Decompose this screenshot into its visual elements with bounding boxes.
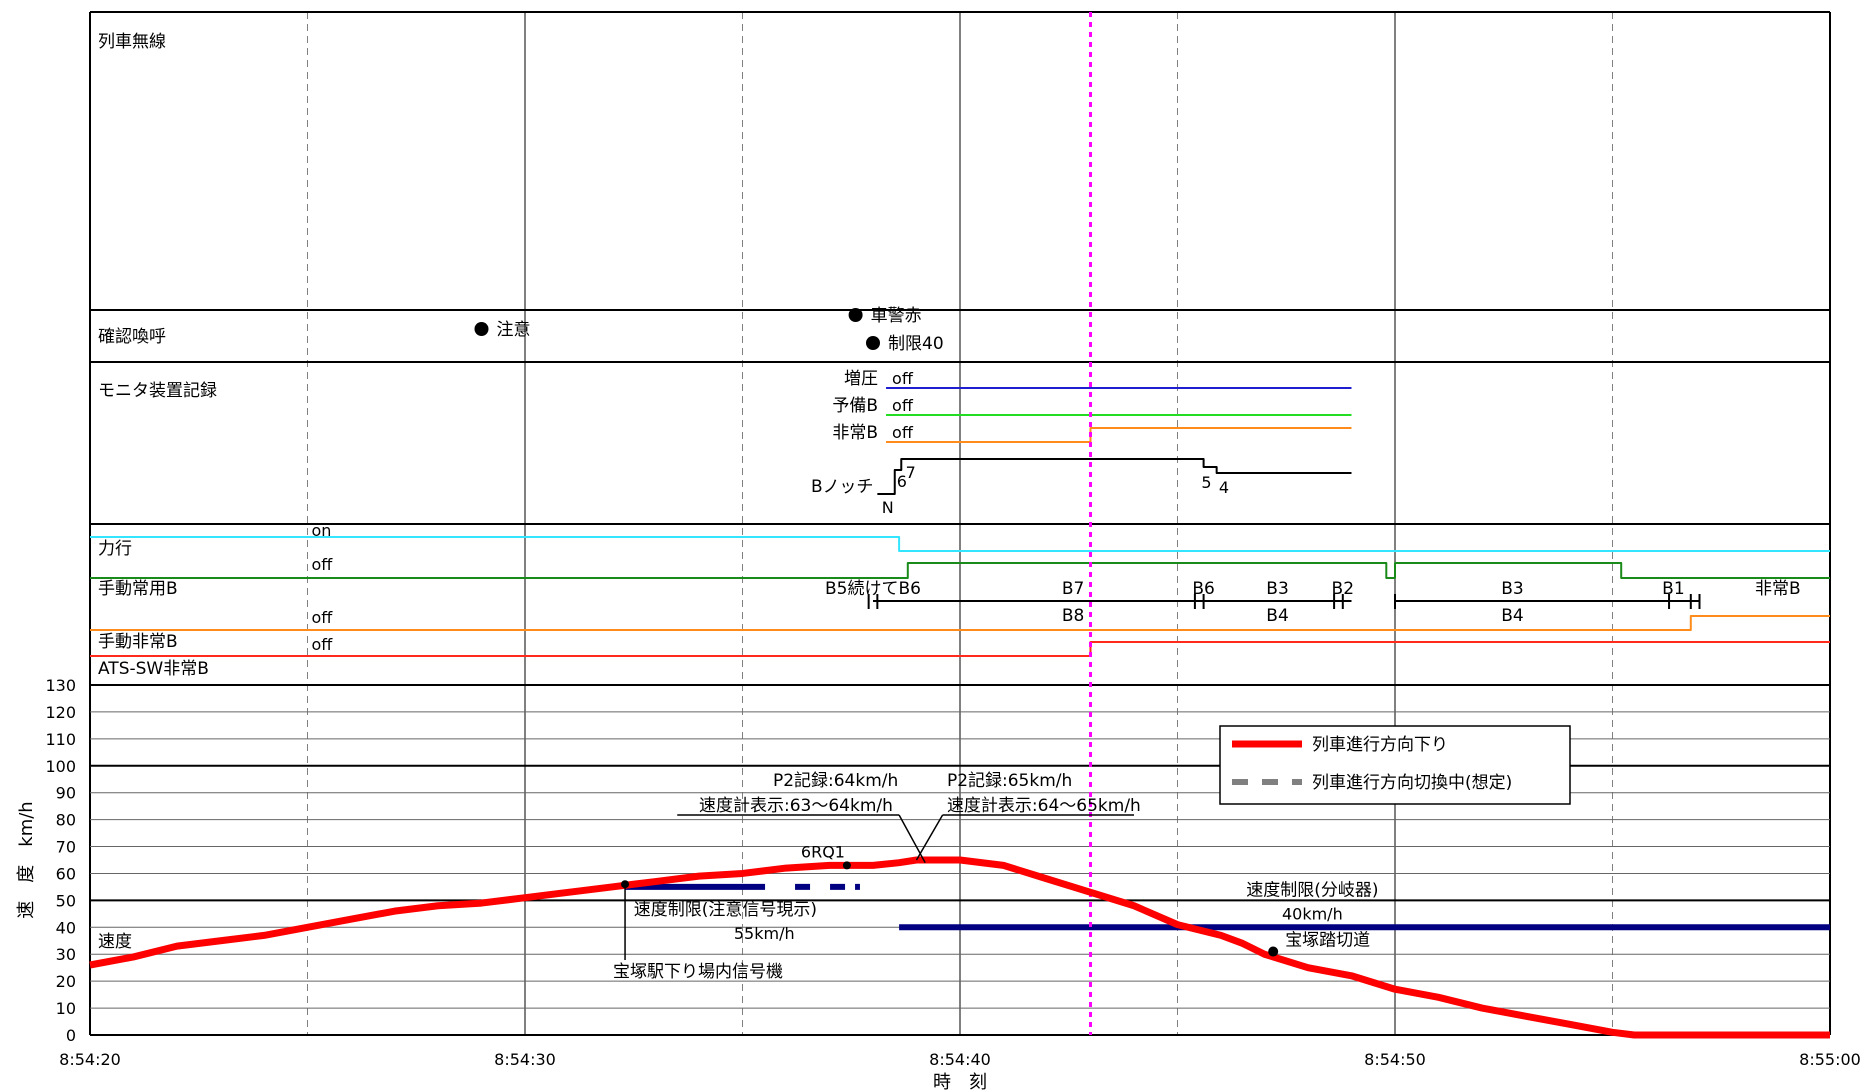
lane-label-ats: ATS-SW非常B [98, 659, 209, 679]
y-tick-label: 50 [56, 891, 76, 910]
annotation-point [842, 861, 851, 870]
callout-dot [848, 308, 863, 322]
x-axis-title: 時 刻 [933, 1072, 987, 1092]
monitor-signal-state: off [892, 396, 914, 415]
lane-state-off: off [312, 635, 334, 654]
legend-label: 列車進行方向下り [1312, 735, 1448, 755]
y-axis-title: 速 度 km/h [16, 801, 37, 918]
speed-plot-layer [89, 12, 1830, 1039]
x-tick-label: 8:54:40 [929, 1050, 991, 1069]
b-notch-value-label: 7 [906, 463, 916, 482]
brake-step-label: 非常B [1755, 579, 1801, 599]
y-tick-label: 130 [45, 676, 76, 695]
b-notch-label: Bノッチ [811, 477, 873, 497]
callout-dot [866, 336, 880, 350]
text-layer: 8:54:20 8:54:30 8:54:40 8:54:50 8:55:00 0 10 20… [16, 32, 1861, 1092]
service-brake-line [90, 562, 1830, 579]
lane-state-off: off [312, 608, 334, 627]
brake-step-label: B4 [1501, 606, 1523, 626]
x-tick-label: 8:54:30 [494, 1050, 556, 1069]
annotation-label: P2記録:65km/h [947, 771, 1072, 791]
callout-label: 注意 [497, 320, 531, 340]
brake-step-label: B1 [1662, 579, 1684, 599]
brake-step-label: B5続けてB6 [825, 579, 921, 599]
b-notch-line [877, 458, 1352, 495]
annotation-label: 速度計表示:63～64km/h [699, 796, 893, 816]
y-tick-label: 120 [45, 703, 76, 722]
brake-step-label: B7 [1062, 579, 1084, 599]
annotation-label: P2記録:64km/h [773, 771, 898, 791]
legend-box [1219, 725, 1571, 805]
b-notch-value-label: 5 [1201, 473, 1211, 492]
speed-series-line [89, 856, 1830, 1039]
y-tick-label: 80 [56, 811, 76, 830]
ats-brake-line [90, 641, 1830, 657]
brake-step-label: B4 [1266, 606, 1288, 626]
y-tick-label: 20 [56, 972, 76, 991]
lane-label-radio: 列車無線 [98, 32, 166, 52]
monitor-signal-name: 予備B [832, 396, 878, 416]
annotation-label: 6RQ1 [801, 842, 845, 861]
y-tick-label: 10 [56, 999, 76, 1018]
callout-label: 制限40 [888, 334, 944, 354]
callout-dot [474, 322, 489, 336]
callout-label: 車警赤 [871, 306, 922, 326]
y-tick-label: 110 [45, 730, 76, 749]
brake-step-label: B3 [1266, 579, 1288, 599]
y-tick-label: 40 [56, 918, 76, 937]
monitor-signal-state: off [892, 423, 914, 442]
annotation-label: 宝塚駅下り場内信号機 [613, 962, 783, 982]
lane-state-off: off [312, 555, 334, 574]
lane-label-power: 力行 [98, 539, 132, 559]
speed-limit-value: 55km/h [734, 924, 795, 943]
annotation-label: 宝塚踏切道 [1285, 931, 1370, 951]
power-line [90, 536, 1830, 552]
b-notch-value-label: 6 [897, 472, 907, 491]
monitor-signal-state: off [892, 369, 914, 388]
monitor-signal-name: 非常B [832, 423, 878, 443]
y-tick-label: 100 [45, 757, 76, 776]
y-tick-label: 90 [56, 784, 76, 803]
lane-state-on: on [312, 521, 332, 540]
annotation-point [1268, 946, 1279, 957]
lane-label-callout: 確認喚呼 [98, 327, 166, 347]
monitor-signal-line [886, 427, 1352, 443]
brake-step-label: B6 [1192, 579, 1214, 599]
y-tick-label: 30 [56, 945, 76, 964]
speed-limit-label: 速度制限(分岐器) [1246, 880, 1378, 900]
b-notch-value-label: 4 [1219, 478, 1229, 497]
annotation-leader [915, 814, 944, 861]
monitor-signal-name: 増圧 [844, 369, 878, 389]
legend-label: 列車進行方向切換中(想定) [1312, 773, 1512, 793]
lane-label-speed: 速度 [98, 932, 132, 952]
emergency-brake-line [90, 615, 1830, 631]
x-tick-label: 8:55:00 [1799, 1050, 1861, 1069]
y-tick-label: 70 [56, 838, 76, 857]
y-tick-label: 60 [56, 864, 76, 883]
brake-step-label: B8 [1062, 606, 1084, 626]
lane-label-service-brake: 手動常用B [98, 579, 178, 599]
lane-label-emergency-brake: 手動非常B [98, 632, 178, 652]
brake-step-label: B2 [1332, 579, 1354, 599]
lane-label-monitor: モニタ装置記録 [98, 381, 217, 401]
speed-limit-label: 速度制限(注意信号現示) [634, 900, 817, 920]
speed-limit-value: 40km/h [1282, 904, 1343, 923]
x-tick-label: 8:54:50 [1364, 1050, 1426, 1069]
grid-layer [89, 11, 1831, 1036]
y-tick-label: 0 [66, 1026, 76, 1045]
x-tick-label: 8:54:20 [59, 1050, 121, 1069]
brake-step-label: B3 [1501, 579, 1523, 599]
annotation-leader [898, 814, 926, 864]
b-notch-value-label: N [882, 498, 894, 517]
annotation-label: 速度計表示:64～65km/h [947, 796, 1141, 816]
